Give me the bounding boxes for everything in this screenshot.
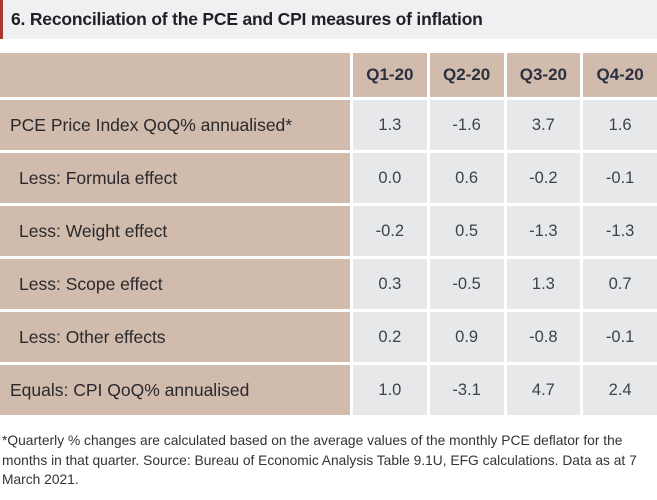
cell-value: 1.6: [583, 100, 657, 150]
row-label: Less: Weight effect: [0, 206, 350, 256]
column-header-q2: Q2-20: [429, 53, 504, 97]
cell-value: 0.7: [583, 259, 657, 309]
header-empty-cell: [0, 53, 350, 97]
table-row-weight-effect: Less: Weight effect -0.2 0.5 -1.3 -1.3: [0, 206, 657, 256]
cell-value: 1.0: [353, 365, 427, 415]
cell-value: 1.3: [353, 100, 427, 150]
cell-value: 1.3: [506, 259, 581, 309]
cell-value: 4.7: [506, 365, 581, 415]
cell-value: 0.6: [429, 153, 504, 203]
cell-value: -3.1: [429, 365, 504, 415]
column-header-q1: Q1-20: [353, 53, 427, 97]
cell-value: -0.5: [429, 259, 504, 309]
row-label: Less: Other effects: [0, 312, 350, 362]
table-row-scope-effect: Less: Scope effect 0.3 -0.5 1.3 0.7: [0, 259, 657, 309]
column-header-q4: Q4-20: [583, 53, 657, 97]
cell-value: 0.5: [429, 206, 504, 256]
cell-value: -0.2: [353, 206, 427, 256]
cell-value: 0.0: [353, 153, 427, 203]
cell-value: 0.9: [429, 312, 504, 362]
table-header-row: Q1-20 Q2-20 Q3-20 Q4-20: [0, 53, 657, 97]
cell-value: -0.1: [583, 312, 657, 362]
row-label: PCE Price Index QoQ% annualised*: [0, 100, 350, 150]
column-header-q3: Q3-20: [506, 53, 581, 97]
row-label: Equals: CPI QoQ% annualised: [0, 365, 350, 415]
figure-title: 6. Reconciliation of the PCE and CPI mea…: [11, 9, 483, 29]
row-label: Less: Formula effect: [0, 153, 350, 203]
table-row-pce: PCE Price Index QoQ% annualised* 1.3 -1.…: [0, 100, 657, 150]
cell-value: -1.3: [583, 206, 657, 256]
reconciliation-table: Q1-20 Q2-20 Q3-20 Q4-20 PCE Price Index …: [0, 53, 657, 415]
cell-value: 3.7: [506, 100, 581, 150]
table-row-cpi: Equals: CPI QoQ% annualised 1.0 -3.1 4.7…: [0, 365, 657, 415]
table-row-other-effects: Less: Other effects 0.2 0.9 -0.8 -0.1: [0, 312, 657, 362]
figure-title-bar: 6. Reconciliation of the PCE and CPI mea…: [0, 0, 657, 39]
cell-value: 0.3: [353, 259, 427, 309]
table-row-formula-effect: Less: Formula effect 0.0 0.6 -0.2 -0.1: [0, 153, 657, 203]
cell-value: 0.2: [353, 312, 427, 362]
cell-value: -1.6: [429, 100, 504, 150]
cell-value: -1.3: [506, 206, 581, 256]
row-label: Less: Scope effect: [0, 259, 350, 309]
cell-value: -0.8: [506, 312, 581, 362]
footnote: *Quarterly % changes are calculated base…: [2, 433, 637, 488]
cell-value: -0.2: [506, 153, 581, 203]
cell-value: -0.1: [583, 153, 657, 203]
cell-value: 2.4: [583, 365, 657, 415]
